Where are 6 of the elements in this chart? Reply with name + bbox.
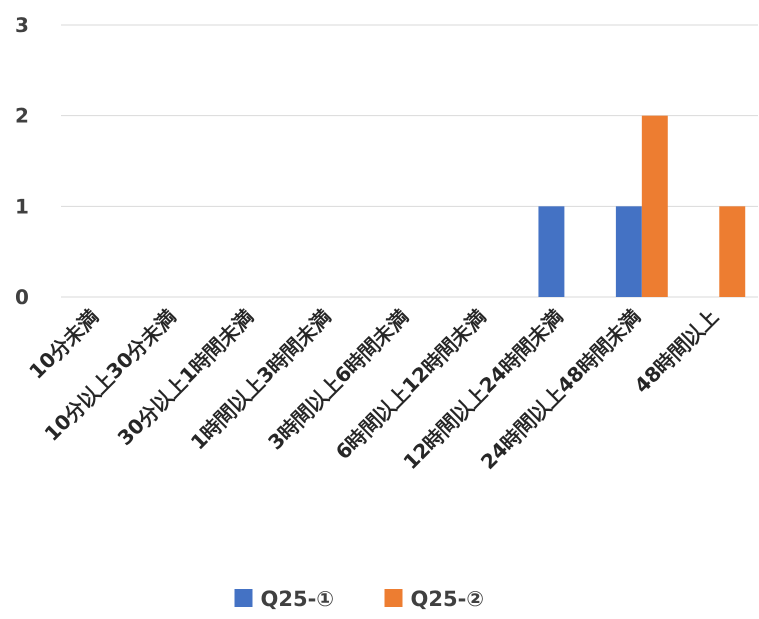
y-tick-label: 1	[15, 194, 29, 218]
y-tick-label: 2	[15, 104, 29, 128]
y-tick-label: 3	[15, 13, 29, 37]
legend-label: Q25-①	[260, 587, 334, 611]
y-tick-label: 0	[15, 285, 29, 309]
legend-label: Q25-②	[410, 587, 484, 611]
